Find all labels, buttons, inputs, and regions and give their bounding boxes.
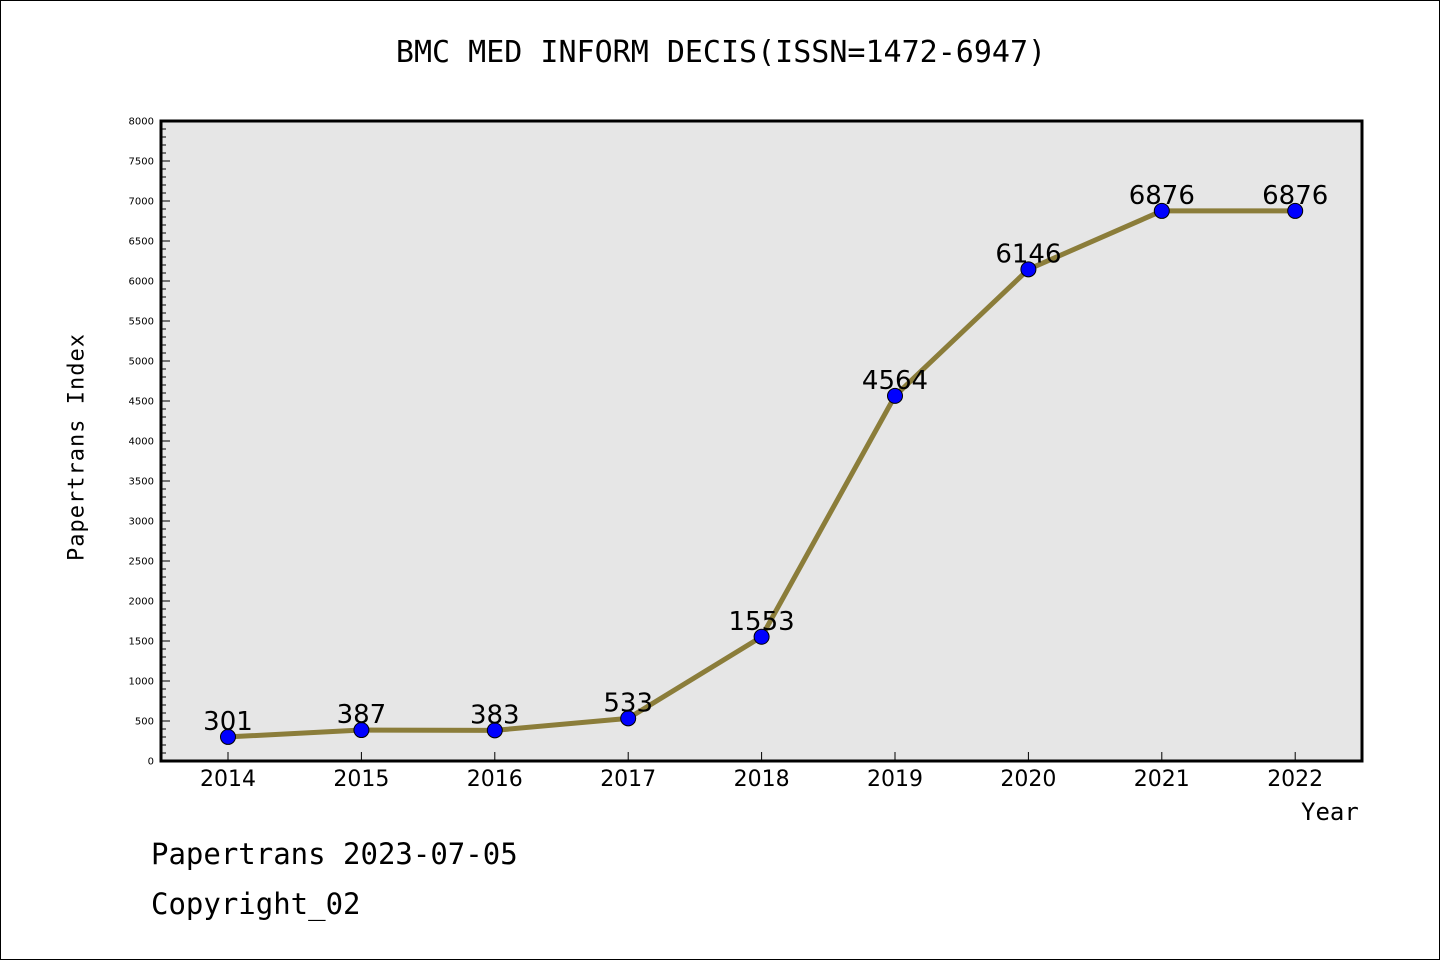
y-tick-label: 2000 [129,597,154,608]
data-label: 4564 [862,366,928,396]
y-tick-label: 5000 [129,357,154,368]
data-point [887,387,903,404]
y-tick-label: 8000 [129,117,154,128]
y-tick-label: 3000 [129,517,154,528]
x-tick-label: 2015 [333,767,389,792]
data-point [620,710,637,727]
data-point [1020,261,1037,278]
y-tick-label: 6500 [129,237,154,248]
y-tick-label: 4500 [129,397,154,408]
y-tick-label: 2500 [129,557,154,568]
x-tick-label: 2020 [1000,767,1056,792]
data-label: 383 [470,700,520,730]
chart-title: BMC MED INFORM DECIS(ISSN=1472-6947) [395,35,1047,70]
x-tick-label: 2022 [1267,767,1323,792]
data-label: 1553 [729,607,795,637]
data-point [753,628,770,645]
plot-area [161,121,1362,761]
x-tick-label: 2018 [734,767,790,792]
y-tick-label: 500 [135,717,154,728]
y-tick-label: 5500 [129,317,154,328]
y-tick-label: 6000 [129,277,154,288]
data-label: 6146 [995,239,1061,269]
y-tick-label: 1500 [129,637,154,648]
y-tick-label: 3500 [129,477,154,488]
data-label: 387 [337,700,387,730]
plot-border [159,119,1364,763]
data-point [486,722,503,739]
y-tick-label: 0 [148,757,154,768]
y-tick-label: 4000 [129,437,154,448]
x-axis-label: Year [1301,798,1359,826]
x-tick-label: 2021 [1134,767,1190,792]
y-tick-label: 7000 [129,197,154,208]
y-tick-label: 7500 [129,157,154,168]
data-point [220,728,236,745]
footer-copyright: Copyright_02 [151,887,361,921]
footer-date: Papertrans 2023-07-05 [151,837,518,871]
x-tick-label: 2016 [467,767,523,792]
x-tick-label: 2017 [600,767,656,792]
data-point [1287,202,1304,219]
data-point [353,722,370,739]
data-label: 533 [603,688,653,718]
y-tick-label: 1000 [129,677,154,688]
x-tick-label: 2019 [867,767,923,792]
data-point [1153,202,1170,219]
data-label: 6876 [1129,181,1195,211]
x-tick-label: 2014 [200,767,256,792]
data-label: 301 [203,707,253,737]
data-label: 6876 [1262,181,1328,211]
